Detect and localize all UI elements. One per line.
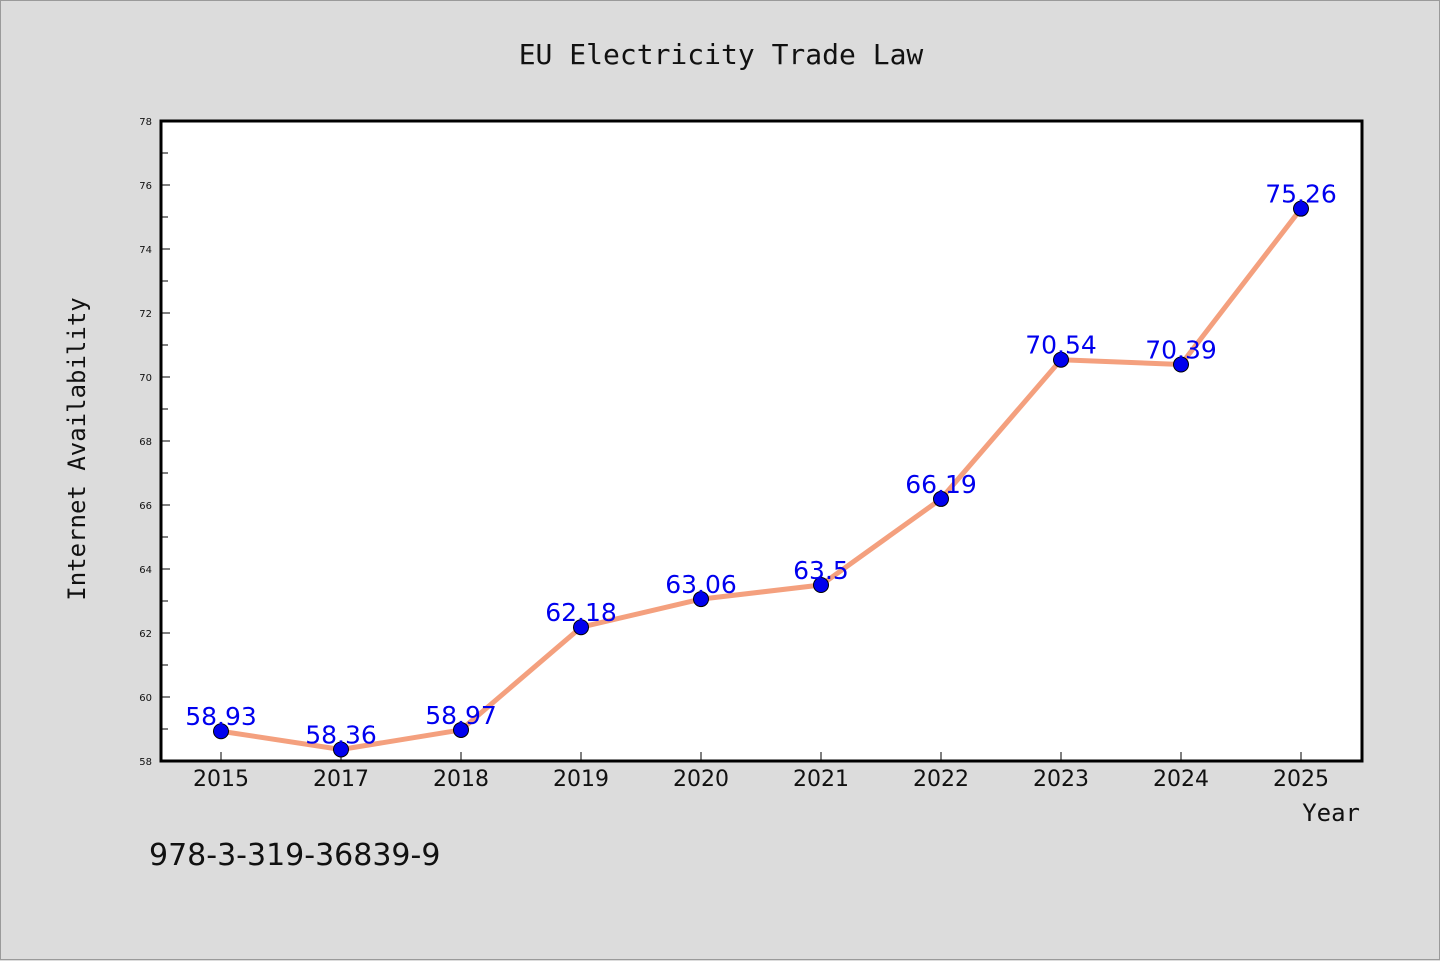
- x-tick-label: 2018: [433, 767, 489, 792]
- x-tick-label: 2023: [1033, 767, 1089, 792]
- data-label: 63.5: [793, 556, 849, 585]
- data-point: [813, 577, 829, 593]
- data-label: 66.19: [905, 470, 977, 499]
- x-tick-label: 2019: [553, 767, 609, 792]
- data-point: [1293, 200, 1309, 217]
- series-line: [220, 207, 1303, 752]
- y-tick-label: 64: [139, 565, 152, 576]
- x-axis-label: Year: [1302, 799, 1360, 827]
- data-point: [333, 741, 349, 758]
- y-tick-label: 58: [139, 757, 152, 768]
- data-label: 70.39: [1145, 336, 1217, 365]
- x-tick-label: 2015: [193, 767, 249, 792]
- y-tick-label: 62: [139, 629, 152, 640]
- x-tick-label: 2021: [793, 767, 849, 792]
- series-group: 58.93 58.36 58.97 62.18 63.06 63.5 66.19 70.54 7…: [185, 180, 1337, 758]
- y-tick-label: 78: [139, 117, 152, 128]
- data-point: [573, 619, 589, 636]
- data-label: 62.18: [545, 598, 617, 627]
- y-tick-label: 60: [139, 693, 152, 704]
- data-point: [213, 723, 229, 740]
- chart-title: EU Electricity Trade Law: [519, 38, 924, 71]
- x-tick-label: 2024: [1153, 767, 1209, 792]
- data-point: [1053, 351, 1069, 368]
- y-tick-label: 68: [139, 437, 152, 448]
- data-point: [693, 591, 709, 608]
- x-tick-label: 2025: [1273, 767, 1329, 792]
- y-axis: 58 60 62 64 66 68 70 72 74 76 78: [139, 117, 170, 768]
- data-point: [933, 490, 949, 507]
- plot-area: [159, 119, 1364, 763]
- data-label: 58.97: [425, 701, 497, 730]
- y-tick-label: 74: [139, 245, 152, 256]
- y-tick-label: 66: [139, 501, 152, 512]
- y-tick-label: 72: [139, 309, 152, 320]
- data-point: [453, 721, 469, 738]
- data-point: [1173, 356, 1189, 373]
- y-tick-label: 70: [139, 373, 152, 384]
- x-tick-label: 2020: [673, 767, 729, 792]
- x-tick-label: 2017: [313, 767, 369, 792]
- data-label: 58.36: [305, 720, 377, 749]
- data-label: 58.93: [185, 702, 257, 731]
- x-tick-label: 2022: [913, 767, 969, 792]
- isbn-text: 978-3-319-36839-9: [149, 838, 440, 873]
- y-tick-label: 76: [139, 181, 152, 192]
- data-label: 63.06: [665, 570, 737, 599]
- data-label: 70.54: [1025, 331, 1097, 360]
- data-label: 75.26: [1265, 180, 1337, 209]
- y-axis-label: Internet Availability: [63, 297, 91, 600]
- x-axis: 2015 2017 2018 2019 2020 2021 2022 2023 2024 2025: [193, 752, 1329, 792]
